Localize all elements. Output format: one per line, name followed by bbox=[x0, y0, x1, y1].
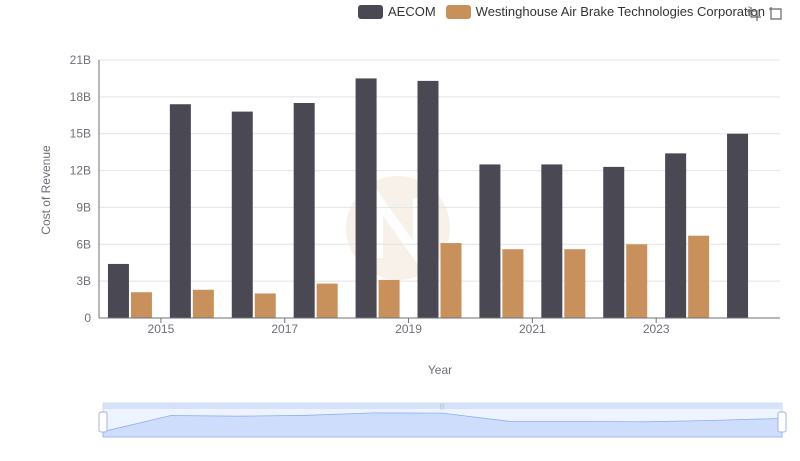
x-tick-label: 2019 bbox=[395, 322, 422, 336]
slider-handle-right[interactable] bbox=[777, 411, 787, 433]
legend-label-aecom: AECOM bbox=[388, 4, 436, 19]
legend-item-wabtec[interactable]: Westinghouse Air Brake Technologies Corp… bbox=[445, 4, 765, 19]
legend-item-aecom[interactable]: AECOM bbox=[358, 4, 436, 19]
bar-aecom-2016[interactable] bbox=[231, 111, 253, 318]
bar-aecom-2023[interactable] bbox=[665, 153, 687, 318]
zoom-select-icon[interactable] bbox=[746, 6, 762, 22]
slider-grip-icon[interactable]: ||| bbox=[440, 404, 445, 410]
y-tick-label: 12B bbox=[70, 164, 91, 178]
x-tick-label: 2015 bbox=[148, 322, 175, 336]
x-axis-label: Year bbox=[428, 363, 452, 377]
bar-wabtec-2015[interactable] bbox=[192, 289, 214, 318]
bar-wabtec-2014[interactable] bbox=[130, 292, 152, 318]
bar-wabtec-2021[interactable] bbox=[564, 249, 586, 318]
bar-aecom-2020[interactable] bbox=[479, 164, 501, 318]
toolbox bbox=[746, 6, 790, 22]
legend-swatch-wabtec bbox=[445, 4, 471, 19]
bar-wabtec-2023[interactable] bbox=[688, 235, 710, 318]
bar-aecom-2019[interactable] bbox=[417, 80, 439, 318]
legend-label-wabtec: Westinghouse Air Brake Technologies Corp… bbox=[475, 4, 765, 19]
y-tick-label: 0 bbox=[84, 311, 91, 325]
slider-handle-left[interactable] bbox=[98, 411, 108, 433]
legend: AECOM Westinghouse Air Brake Technologie… bbox=[358, 4, 775, 19]
bar-wabtec-2017[interactable] bbox=[316, 283, 338, 318]
bar-aecom-2015[interactable] bbox=[169, 104, 191, 318]
x-tick-label: 2023 bbox=[643, 322, 670, 336]
data-zoom-slider[interactable]: ||| bbox=[98, 402, 787, 438]
slider-top-bar[interactable] bbox=[103, 403, 782, 409]
bar-wabtec-2016[interactable] bbox=[254, 293, 276, 318]
x-tick-label: 2017 bbox=[271, 322, 298, 336]
y-tick-label: 21B bbox=[70, 53, 91, 67]
bar-aecom-2022[interactable] bbox=[603, 166, 625, 318]
bar-aecom-2021[interactable] bbox=[541, 164, 563, 318]
y-tick-label: 18B bbox=[70, 90, 91, 104]
bar-aecom-2017[interactable] bbox=[293, 103, 315, 318]
bar-wabtec-2019[interactable] bbox=[440, 243, 462, 318]
bar-aecom-2014[interactable] bbox=[107, 263, 129, 318]
bar-aecom-2024[interactable] bbox=[727, 133, 749, 318]
x-tick-label: 2021 bbox=[519, 322, 546, 336]
slider-preview-area bbox=[102, 412, 783, 438]
y-tick-label: 3B bbox=[76, 274, 91, 288]
y-tick-label: 6B bbox=[76, 237, 91, 251]
y-tick-label: 15B bbox=[70, 127, 91, 141]
bar-wabtec-2018[interactable] bbox=[378, 279, 400, 318]
y-tick-label: 9B bbox=[76, 200, 91, 214]
bar-aecom-2018[interactable] bbox=[355, 78, 377, 318]
y-axis-label: Cost of Revenue bbox=[39, 145, 53, 235]
bar-wabtec-2022[interactable] bbox=[626, 244, 648, 318]
restore-icon[interactable] bbox=[768, 6, 784, 22]
bar-wabtec-2020[interactable] bbox=[502, 249, 524, 318]
legend-swatch-aecom bbox=[358, 4, 383, 19]
